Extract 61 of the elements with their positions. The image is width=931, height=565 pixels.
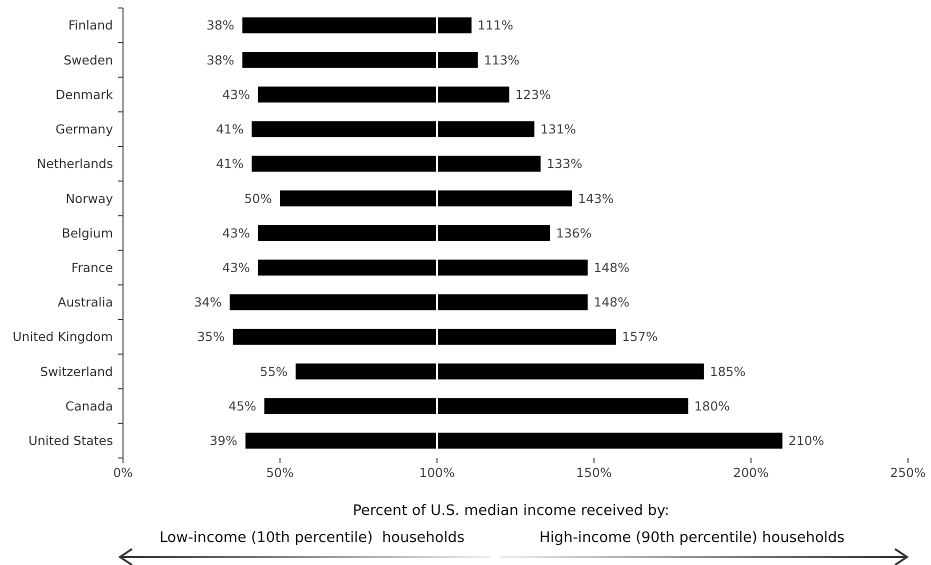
annotation: 34% (194, 294, 222, 310)
text: Percent of U.S. median income received by: (352, 503, 670, 519)
annotation: 38% (206, 18, 234, 33)
annotation: 35% (197, 329, 226, 344)
bar (258, 260, 588, 276)
x-tick-label: 100% (419, 465, 455, 480)
annotation: 55% (260, 364, 288, 379)
y-tick-label: United States (28, 433, 113, 448)
y-tick-label: Netherlands (36, 156, 113, 172)
y-tick-label: Norway (66, 190, 114, 206)
annotation: 210% (788, 433, 824, 448)
bar (258, 225, 550, 241)
bar (258, 86, 510, 102)
annotation: 43% (222, 260, 250, 275)
y-tick-label: Australia (58, 294, 113, 310)
annotation: 50% (244, 190, 272, 206)
annotation: 136% (556, 225, 592, 240)
annotation: 123% (515, 86, 552, 102)
annotation: 180% (694, 398, 730, 414)
bar (296, 364, 704, 380)
annotation: 43% (222, 225, 250, 240)
annotation: 143% (578, 190, 614, 206)
annotation: 113% (484, 52, 520, 68)
bar (252, 121, 534, 138)
annotation: 133% (546, 156, 582, 172)
bar (245, 432, 782, 449)
y-tick-label: Germany (56, 122, 114, 137)
text: High-income (90th percentile) households (539, 530, 845, 546)
annotation: 39% (210, 433, 238, 448)
annotation: 185% (710, 364, 746, 379)
y-tick-label: Canada (65, 398, 113, 414)
annotation: 131% (540, 122, 576, 137)
y-tick-label: Denmark (56, 86, 114, 102)
annotation: 41% (216, 156, 244, 172)
x-tick-label: 250% (890, 465, 926, 480)
annotation: 45% (228, 398, 256, 414)
y-tick-label: Sweden (64, 52, 113, 68)
y-tick-label: Switzerland (40, 364, 113, 379)
annotation: 38% (206, 52, 234, 68)
bar (242, 17, 472, 34)
y-tick-label: Belgium (62, 225, 113, 240)
bar (264, 398, 688, 414)
annotation: 43% (222, 86, 250, 102)
x-tick-label: 200% (733, 465, 769, 480)
y-tick-label: Finland (68, 18, 113, 33)
annotation: 157% (622, 329, 658, 344)
annotation: 148% (594, 260, 630, 275)
x-tick-label: 50% (266, 465, 294, 480)
x-tick-label: 0% (113, 465, 134, 480)
bar (252, 156, 541, 172)
y-tick-label: United Kingdom (12, 329, 113, 344)
annotation: 111% (478, 18, 514, 33)
text: Low-income (10th percentile) households (159, 530, 465, 546)
bar (242, 52, 478, 68)
bar (280, 190, 572, 206)
annotation: 41% (216, 122, 244, 137)
annotation: 148% (594, 294, 630, 310)
y-tick-label: France (71, 260, 114, 275)
bar (230, 294, 588, 310)
bar (232, 328, 616, 345)
x-tick-label: 150% (576, 465, 612, 480)
